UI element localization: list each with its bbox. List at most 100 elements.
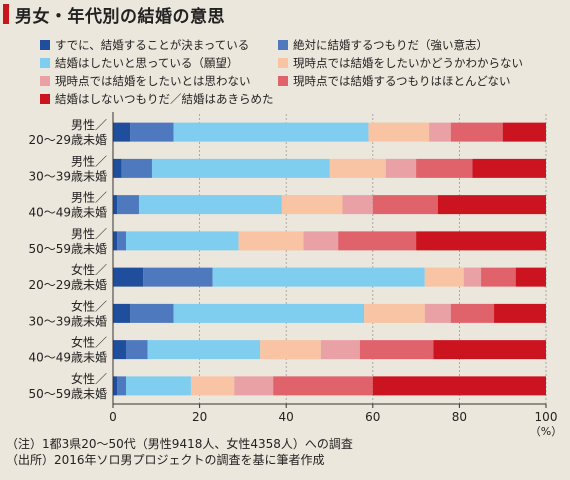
legend-swatch <box>40 76 50 86</box>
bar-segment <box>303 231 339 251</box>
title-accent-mark <box>3 4 9 24</box>
bar-segment <box>113 195 118 215</box>
bar-segment <box>372 376 546 396</box>
bar-segment <box>359 340 434 360</box>
bar-segment <box>117 376 126 396</box>
bar-segment <box>450 122 503 142</box>
category-label: 30～39歳未婚 <box>28 169 107 183</box>
bar-segment <box>125 340 148 360</box>
bar-segment <box>416 231 546 251</box>
bar-segment <box>338 231 417 251</box>
legend-item: 絶対に結婚するつもりだ（強い意志） <box>278 37 488 53</box>
category-label: 30～39歳未婚 <box>28 314 107 328</box>
legend-swatch <box>278 58 288 68</box>
bar-segment <box>424 267 464 287</box>
title-bar: 男女・年代別の結婚の意思 <box>0 0 570 28</box>
bar-segment <box>143 267 213 287</box>
bar-segment <box>515 267 546 287</box>
bar-segment <box>424 303 451 323</box>
bar-segment <box>463 267 482 287</box>
bar-segment <box>368 122 430 142</box>
bar-segment <box>113 303 131 323</box>
bar-segment <box>429 122 451 142</box>
bar-segment <box>117 231 126 251</box>
legend: すでに、結婚することが決まっている 絶対に結婚するつもりだ（強い意志） 結婚はし… <box>40 34 560 114</box>
bar-segment <box>147 340 261 360</box>
bar-segment <box>173 122 369 142</box>
legend-item: 現時点では結婚するつもりはほとんどない <box>278 73 510 89</box>
category-label: 男性／ <box>71 227 107 241</box>
x-tick-label: 0 <box>109 410 117 424</box>
bar-segment <box>364 303 425 323</box>
bar-segment <box>190 376 235 396</box>
category-label: 女性／ <box>71 371 107 386</box>
bar-segment <box>113 340 126 360</box>
bar-segment <box>113 122 131 142</box>
bar-segment <box>260 340 321 360</box>
bar-segment <box>273 376 373 396</box>
bar-segment <box>437 195 546 215</box>
bar-segment <box>234 376 274 396</box>
bar-segment <box>450 303 495 323</box>
category-label: 40～49歳未婚 <box>28 206 107 220</box>
bar-segment <box>472 158 546 178</box>
bar-segment <box>385 158 417 178</box>
bar-segment <box>173 303 365 323</box>
bar-segment <box>433 340 546 360</box>
bar-segment <box>125 376 191 396</box>
bar-segment <box>238 231 304 251</box>
legend-label: 絶対に結婚するつもりだ（強い意志） <box>293 38 489 52</box>
note-survey: （注）1都3県20～50代（男性9418人、女性4358人）への調査 <box>6 437 353 451</box>
category-label: 20～29歳未婚 <box>28 133 107 147</box>
legend-label: 結婚はしたいと思っている（願望） <box>55 56 239 70</box>
legend-item: 結婚はしないつもりだ／結婚はあきらめた <box>40 91 274 107</box>
category-label: 男性／ <box>71 154 107 168</box>
bar-segment <box>113 376 118 396</box>
legend-swatch <box>40 94 50 104</box>
bar-segment <box>372 195 438 215</box>
x-tick-label: 40 <box>279 410 294 424</box>
bar-segment <box>481 267 516 287</box>
x-unit-label: （%） <box>530 425 562 438</box>
category-label: 男性／ <box>71 191 107 205</box>
bar-segment <box>502 122 546 142</box>
legend-label: 現時点では結婚するつもりはほとんどない <box>293 74 511 88</box>
category-label: 20～29歳未婚 <box>28 278 107 292</box>
legend-item: 現時点では結婚をしたいかどうかわからない <box>278 55 523 71</box>
bar-segment <box>113 231 118 251</box>
bar-segment <box>494 303 546 323</box>
bar-segment <box>329 158 386 178</box>
legend-swatch <box>278 40 288 50</box>
category-label: 50～59歳未婚 <box>28 387 107 401</box>
legend-swatch <box>40 40 50 50</box>
legend-swatch <box>40 58 50 68</box>
legend-label: 結婚はしないつもりだ／結婚はあきらめた <box>55 92 274 106</box>
bar-segment <box>125 231 239 251</box>
legend-item: 結婚はしたいと思っている（願望） <box>40 55 238 71</box>
legend-item: すでに、結婚することが決まっている <box>40 37 249 53</box>
bar-segment <box>113 267 144 287</box>
bar-segment <box>138 195 282 215</box>
bar-segment <box>416 158 473 178</box>
bar-segment <box>130 122 174 142</box>
bar-segment <box>281 195 343 215</box>
x-tick-label: 20 <box>192 410 207 424</box>
category-label: 50～59歳未婚 <box>28 242 107 256</box>
legend-label: 現時点では結婚をしたいかどうかわからない <box>293 56 523 70</box>
x-tick-label: 60 <box>365 410 380 424</box>
category-label: 40～49歳未婚 <box>28 351 107 365</box>
legend-label: すでに、結婚することが決まっている <box>55 38 250 52</box>
bar-segment <box>151 158 330 178</box>
bar-segment <box>212 267 425 287</box>
legend-swatch <box>278 76 288 86</box>
category-label: 男性／ <box>71 118 107 132</box>
category-label: 女性／ <box>71 262 107 277</box>
bar-segment <box>320 340 360 360</box>
legend-item: 現時点では結婚をしたいとは思わない <box>40 73 251 89</box>
x-tick-label: 100 <box>535 410 558 424</box>
notes: （注）1都3県20～50代（男性9418人、女性4358人）への調査 （出所）2… <box>6 436 353 468</box>
bar-segment <box>342 195 373 215</box>
bar-segment <box>113 158 122 178</box>
note-source: （出所）2016年ソロ男プロジェクトの調査を基に筆者作成 <box>6 453 325 467</box>
